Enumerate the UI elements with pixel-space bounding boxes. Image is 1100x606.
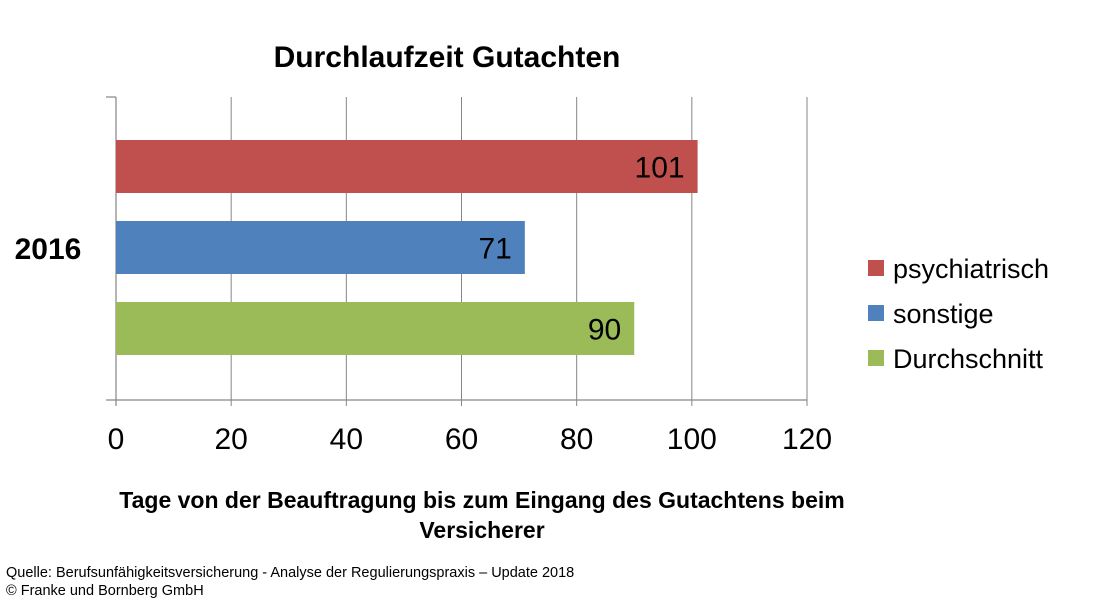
category-labels: 2016 bbox=[15, 233, 82, 266]
x-tick-60: 60 bbox=[445, 423, 478, 456]
legend-label-durchschnitt: Durchschnitt bbox=[893, 344, 1044, 374]
x-tick-labels: 0 20 40 60 80 100 120 bbox=[108, 423, 832, 456]
category-label-2016: 2016 bbox=[15, 233, 82, 266]
x-axis-label-line-2: Versicherer bbox=[419, 517, 544, 543]
legend-label-psychiatrisch: psychiatrisch bbox=[893, 254, 1049, 284]
legend-item-psychiatrisch: psychiatrisch bbox=[868, 254, 1049, 284]
bar-psychiatrisch bbox=[116, 140, 698, 193]
x-axis-label-line-1: Tage von der Beauftragung bis zum Eingan… bbox=[119, 487, 844, 513]
legend-label-sonstige: sonstige bbox=[893, 299, 994, 329]
bar-durchschnitt bbox=[116, 302, 635, 355]
legend-swatch-durchschnitt bbox=[868, 350, 884, 366]
data-labels: 101 71 90 bbox=[478, 152, 684, 347]
legend-item-durchschnitt: Durchschnitt bbox=[868, 344, 1044, 374]
source-note: Quelle: Berufsunfähigkeitsversicherung -… bbox=[6, 565, 575, 581]
data-label-durchschnitt: 90 bbox=[588, 314, 621, 347]
legend: psychiatrisch sonstige Durchschnitt bbox=[868, 254, 1049, 374]
x-tick-100: 100 bbox=[667, 423, 717, 456]
data-label-psychiatrisch: 101 bbox=[635, 152, 685, 185]
x-tick-80: 80 bbox=[560, 423, 593, 456]
x-tick-20: 20 bbox=[214, 423, 247, 456]
x-tick-40: 40 bbox=[330, 423, 363, 456]
legend-swatch-psychiatrisch bbox=[868, 260, 884, 276]
data-label-sonstige: 71 bbox=[478, 233, 511, 266]
legend-item-sonstige: sonstige bbox=[868, 299, 994, 329]
legend-swatch-sonstige bbox=[868, 305, 884, 321]
x-tick-0: 0 bbox=[108, 423, 125, 456]
chart-title: Durchlaufzeit Gutachten bbox=[274, 41, 621, 74]
x-tick-120: 120 bbox=[782, 423, 832, 456]
bar-sonstige bbox=[116, 221, 525, 274]
copyright-note: © Franke und Bornberg GmbH bbox=[6, 583, 204, 599]
bars bbox=[116, 140, 698, 355]
